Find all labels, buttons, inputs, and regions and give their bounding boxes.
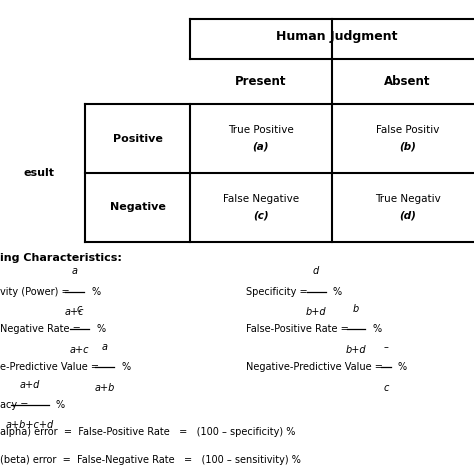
Text: a: a [72,266,78,276]
Text: alpha) error  =  False-Positive Rate   =   (100 – specificity) %: alpha) error = False-Positive Rate = (10… [0,427,295,438]
Text: Negative Rate =: Negative Rate = [0,324,84,335]
Text: False Negative: False Negative [223,194,299,204]
Text: ing Characteristics:: ing Characteristics: [0,253,122,264]
Text: (d): (d) [399,210,416,220]
Text: –: – [383,342,388,352]
Text: a: a [101,342,108,352]
Text: a+b: a+b [94,383,115,392]
Text: c: c [77,304,82,314]
Text: c: c [383,383,389,392]
Text: %: % [373,324,382,335]
Text: True Negativ: True Negativ [375,194,440,204]
Text: Positive: Positive [112,134,163,144]
Text: (b): (b) [399,142,416,152]
Text: b: b [353,304,359,314]
Text: (beta) error  =  False-Negative Rate   =   (100 – sensitivity) %: (beta) error = False-Negative Rate = (10… [0,455,301,465]
Text: esult: esult [24,168,55,178]
Text: %: % [121,362,130,373]
Text: True Positive: True Positive [228,126,293,136]
Text: %: % [56,400,65,410]
Text: False-Positive Rate =: False-Positive Rate = [246,324,352,335]
Text: Human Judgment: Human Judgment [276,30,397,43]
Text: acy =: acy = [0,400,31,410]
Text: Specificity =: Specificity = [246,286,311,297]
Text: a+c: a+c [65,307,84,317]
Text: b+d: b+d [346,345,366,355]
Text: e-Predictive Value =: e-Predictive Value = [0,362,102,373]
Text: vity (Power) =: vity (Power) = [0,286,73,297]
Text: %: % [91,286,100,297]
Text: a+b+c+d: a+b+c+d [6,420,54,430]
Text: %: % [96,324,105,335]
Text: False Positiv: False Positiv [376,126,439,136]
Text: (a): (a) [253,142,269,152]
Text: b+d: b+d [306,307,327,317]
Text: %: % [333,286,342,297]
Text: Negative-Predictive Value =: Negative-Predictive Value = [246,362,386,373]
Text: Present: Present [235,75,286,88]
Text: (c): (c) [253,210,268,220]
Text: Negative: Negative [109,202,165,212]
Text: a+c: a+c [70,345,90,355]
Text: %: % [398,362,407,373]
Text: d: d [313,266,319,276]
Text: Absent: Absent [384,75,431,88]
Text: a+d: a+d [20,380,40,390]
